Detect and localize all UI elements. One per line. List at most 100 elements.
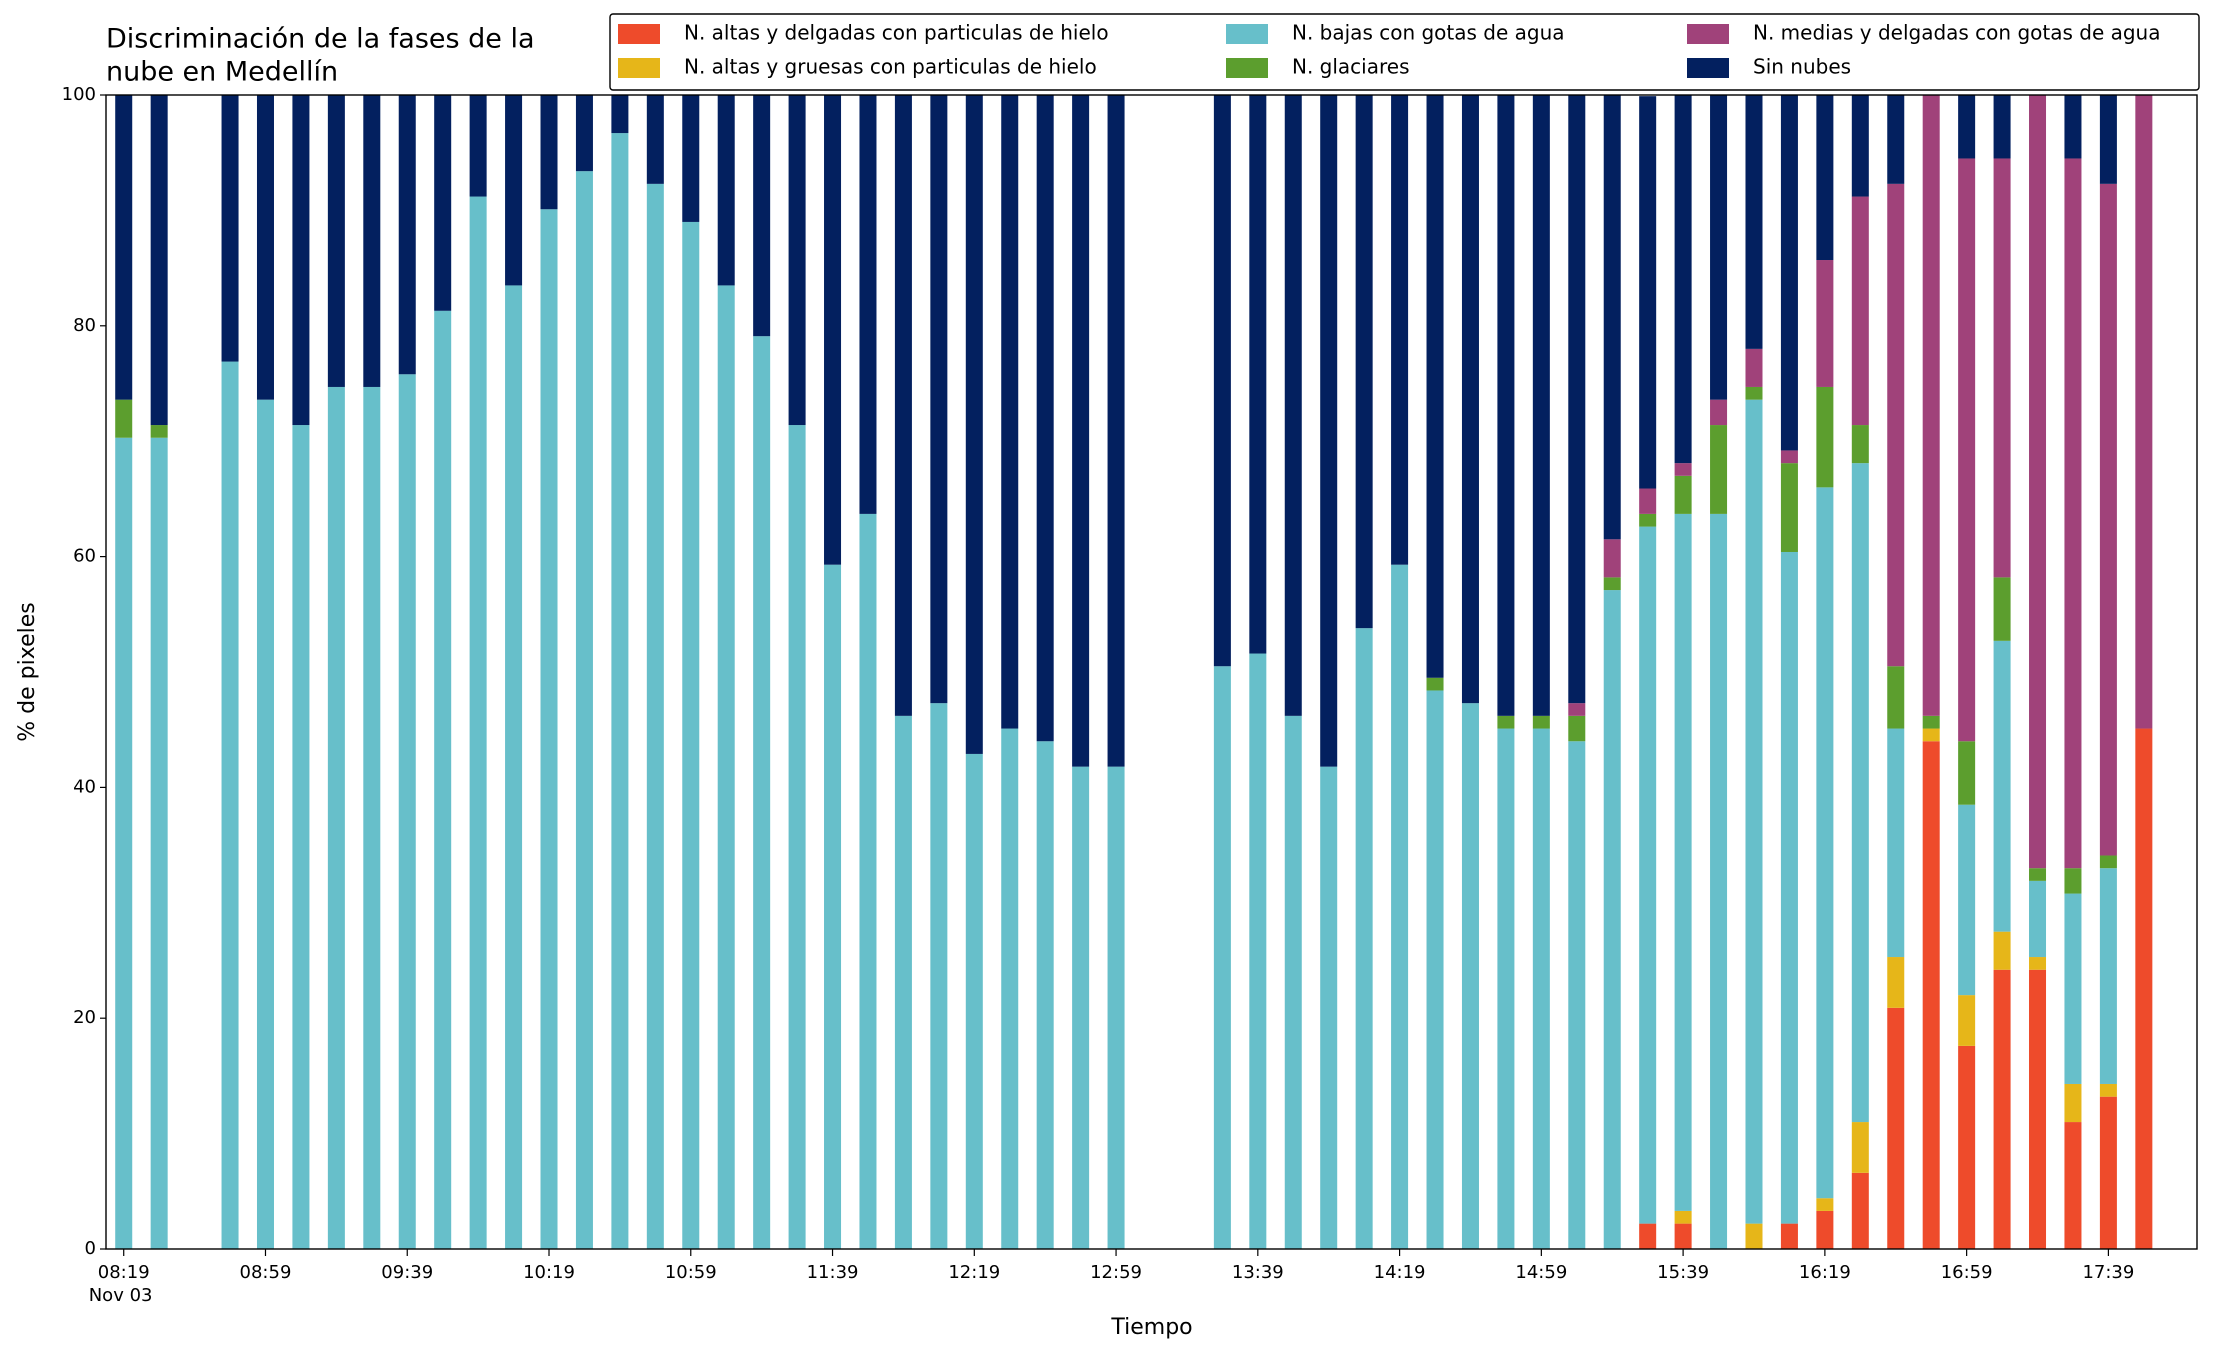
- bar-segment: [894, 715, 912, 1249]
- bar-segment: [1780, 95, 1798, 451]
- x-tick-label: 12:59: [1090, 1262, 1142, 1283]
- x-tick-label: 14:59: [1515, 1262, 1567, 1283]
- legend-label: N. altas y delgadas con particulas de hi…: [684, 21, 1109, 45]
- bar-segment: [1532, 728, 1550, 1249]
- bar-segment: [1355, 95, 1373, 629]
- bar-segment: [859, 95, 877, 514]
- bar-segment: [2029, 969, 2047, 1249]
- bar-segment: [1603, 539, 1621, 578]
- bar-segment: [1780, 551, 1798, 1224]
- legend-swatch: [618, 24, 660, 44]
- legend-label: N. medias y delgadas con gotas de agua: [1753, 21, 2161, 45]
- bar-segment: [115, 437, 133, 1249]
- legend-label: Sin nubes: [1753, 55, 1851, 79]
- bar-segment: [1391, 564, 1409, 1249]
- plot-frame: [105, 94, 2198, 1250]
- x-tick-label: 08:19: [98, 1262, 150, 1283]
- bar-segment: [2099, 868, 2117, 1084]
- bar-segment: [1887, 728, 1905, 958]
- bar-segment: [1993, 158, 2011, 578]
- bar-segment: [1461, 95, 1479, 704]
- bar-segment: [1639, 488, 1657, 514]
- bar-segment: [717, 95, 735, 286]
- y-axis-label: % de pixeles: [15, 602, 40, 741]
- bar-segment: [1887, 95, 1905, 184]
- bar-segment: [1851, 196, 1869, 426]
- bar-segment: [469, 95, 487, 197]
- bar-segment: [894, 95, 912, 716]
- bar-segment: [2099, 1096, 2117, 1249]
- bar-segment: [1922, 95, 1940, 716]
- x-tick-label: 17:39: [2082, 1262, 2134, 1283]
- bar-segment: [682, 95, 700, 222]
- bar-segment: [115, 95, 133, 400]
- bar-segment: [2064, 893, 2082, 1084]
- bar-segment: [1816, 386, 1834, 488]
- bar-segment: [1745, 399, 1763, 1224]
- bar-segment: [1568, 703, 1586, 716]
- bar-segment: [1780, 1223, 1798, 1249]
- bar-segment: [611, 95, 629, 134]
- y-tick-label: 40: [73, 776, 96, 797]
- bar-segment: [1745, 386, 1763, 400]
- bar-segment: [1603, 577, 1621, 591]
- bar-segment: [1851, 463, 1869, 1123]
- x-axis-label: Tiempo: [1110, 1315, 1192, 1340]
- x-tick-label: 12:19: [948, 1262, 1000, 1283]
- bar-segment: [221, 361, 239, 1250]
- bar-segment: [505, 285, 523, 1249]
- bar-segment: [930, 95, 948, 704]
- bar-segment: [1532, 715, 1550, 729]
- legend-swatch: [1687, 58, 1729, 78]
- bar-segment: [1107, 766, 1125, 1249]
- bar-segment: [150, 425, 168, 438]
- bar-segment: [2064, 868, 2082, 894]
- bar-segment: [1993, 969, 2011, 1249]
- x-tick-label: 16:59: [1941, 1262, 1993, 1283]
- bar-segment: [753, 336, 771, 1249]
- bar-segment: [2064, 95, 2082, 159]
- bar-segment: [2099, 1083, 2117, 1097]
- bar-segment: [1745, 348, 1763, 387]
- bar-segment: [1639, 513, 1657, 527]
- bar-segment: [1958, 995, 1976, 1046]
- bar-segment: [1816, 95, 1834, 261]
- bar-segment: [327, 386, 345, 1249]
- bar-segment: [540, 95, 558, 210]
- bar-segment: [1639, 96, 1657, 489]
- bar-segment: [575, 95, 593, 172]
- bar-segment: [1674, 1210, 1692, 1224]
- bar-segment: [327, 95, 345, 387]
- legend-label: N. bajas con gotas de agua: [1292, 21, 1565, 45]
- bar-segment: [363, 386, 381, 1249]
- bar-segment: [2099, 95, 2117, 184]
- bar-segment: [1887, 1007, 1905, 1249]
- bar-segment: [1993, 640, 2011, 932]
- bar-segment: [1568, 95, 1586, 704]
- bar-segment: [540, 209, 558, 1250]
- x-tick-label: 13:39: [1232, 1262, 1284, 1283]
- bar-segment: [1320, 95, 1338, 767]
- bar-segment: [2099, 183, 2117, 856]
- bar-segment: [1710, 425, 1728, 514]
- x-tick-label: 09:39: [381, 1262, 433, 1283]
- legend-swatch: [1226, 24, 1268, 44]
- legend-label: N. glaciares: [1292, 55, 1410, 79]
- bar-segment: [1851, 1172, 1869, 1249]
- bar-segment: [1993, 577, 2011, 641]
- bar-segment: [2064, 1122, 2082, 1249]
- bar-segment: [505, 95, 523, 286]
- bar-segment: [1816, 1198, 1834, 1211]
- y-tick-label: 20: [73, 1007, 96, 1028]
- bar-segment: [1780, 450, 1798, 464]
- legend-swatch: [618, 58, 660, 78]
- bar-segment: [1036, 95, 1054, 742]
- legend-swatch: [1226, 58, 1268, 78]
- bar-segment: [1993, 95, 2011, 159]
- bar-segment: [1213, 95, 1231, 667]
- bar-segment: [1816, 1210, 1834, 1249]
- y-tick-label: 0: [85, 1238, 96, 1259]
- bar-segment: [1851, 1122, 1869, 1173]
- bar-segment: [1426, 677, 1444, 691]
